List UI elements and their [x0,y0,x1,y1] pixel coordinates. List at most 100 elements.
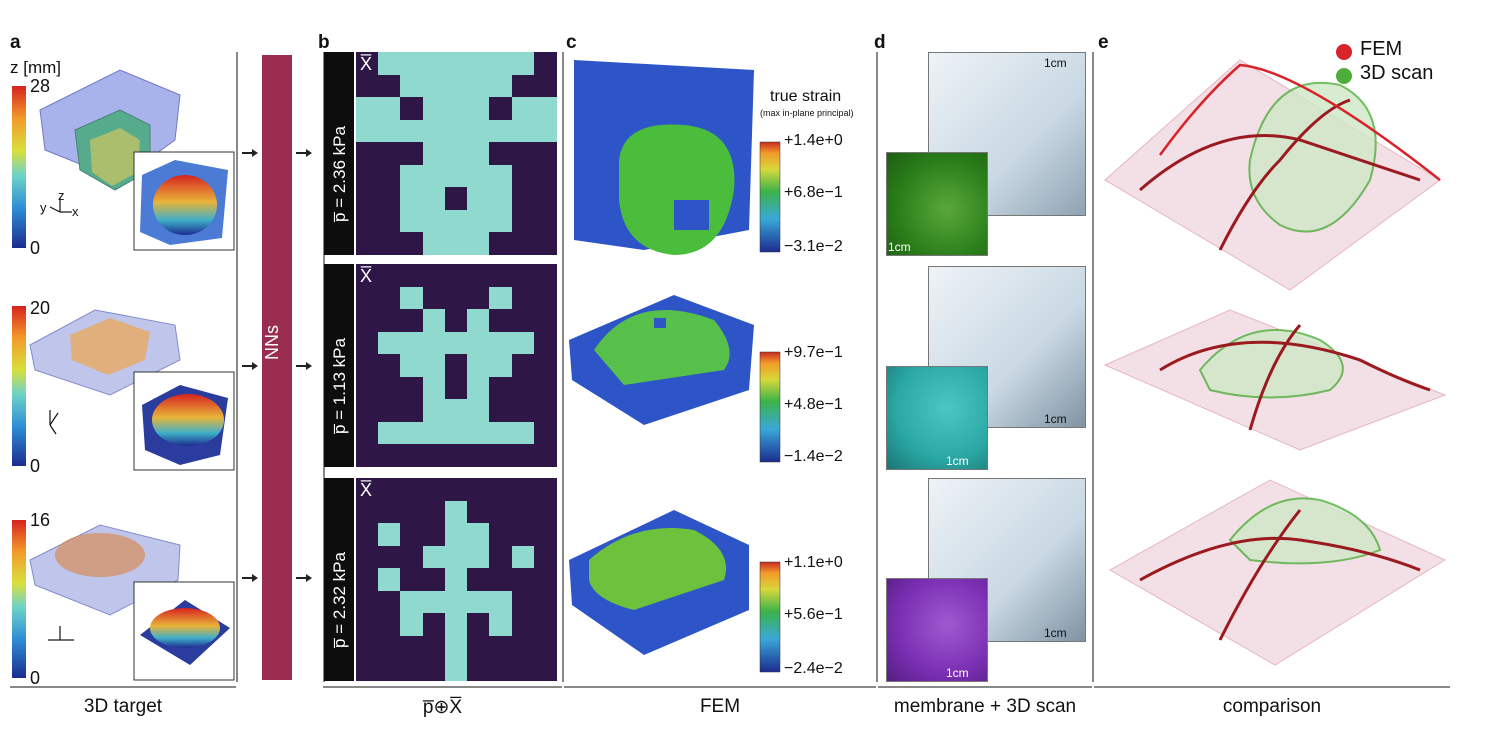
grid-cell [533,399,557,423]
grid-cell [489,52,513,75]
grid-cell [467,635,491,659]
grid-cell [511,421,535,445]
grid-cell [467,613,491,637]
scale-label: 1cm [1044,626,1067,640]
grid-cell [533,52,557,75]
grid-cell [511,354,535,378]
grid-cell [378,568,402,592]
grid-cell [533,635,557,659]
grid-cell [356,523,379,547]
grid-cell [400,309,424,333]
grid-cell [444,164,468,188]
grid-cell [422,142,446,166]
grid-cell [533,478,557,501]
grid-cell [378,478,402,501]
grid-cell [400,97,424,121]
grid-cell [467,309,491,333]
grid-cell [533,376,557,400]
grid-cell [356,478,379,501]
grid-cell [378,309,402,333]
legend-label-fem: FEM [1360,38,1403,60]
strain-tick-1-mid: +6.8e−1 [784,184,843,201]
grid-cell [378,376,402,400]
grid-cell [533,331,557,355]
legend-dot-3d-scan [1336,68,1352,84]
grid-cell [356,613,379,637]
grid-cell [400,545,424,569]
grid-cell [511,478,535,501]
grid-cell [511,376,535,400]
pressure-bar-2 [324,264,354,467]
grid-cell [356,421,379,445]
z-max-1: 28 [30,76,51,96]
grid-cell [444,264,468,287]
grid-cell [489,399,513,423]
caption-membrane-scan: membrane + 3D scan [893,696,1077,717]
grid-cell [444,187,468,211]
grid-cell [422,376,446,400]
z-min-3: 0 [30,668,41,688]
pressure-value-1: p̅ = 2.36 kPa [330,126,349,222]
strain-colorbar-2 [759,351,781,463]
grid-cell [467,232,491,256]
grid-cell [511,658,535,682]
grid-cell [378,399,402,423]
panel-label-a: a [10,32,21,53]
grid-cell [422,500,446,524]
grid-cell [467,590,491,614]
grid-cell [422,309,446,333]
scale-label: 1cm [1044,56,1067,70]
x-bar-label-3: X̅ [360,480,373,500]
grid-cell [533,545,557,569]
grid-cell [467,444,491,468]
scan-render-2 [886,366,988,470]
grid-cell [422,187,446,211]
panel-label-e: e [1098,32,1109,53]
grid-cell [533,209,557,233]
grid-cell [489,74,513,98]
grid-cell [489,444,513,468]
grid-cell [489,209,513,233]
grid-cell [378,97,402,121]
grid-cell [444,421,468,445]
comparison-dome-1 [1248,81,1377,233]
grid-cell [444,142,468,166]
grid-cell [422,545,446,569]
grid-cell [533,232,557,256]
grid-cell [378,74,402,98]
grid-cell [422,523,446,547]
z-max-2: 20 [30,298,51,318]
grid-cell [489,421,513,445]
grid-cell [378,187,402,211]
grid-cell [356,232,379,256]
grid-cell [489,590,513,614]
arrow [242,362,258,369]
strain-colorbar-1 [759,141,781,253]
grid-cell [444,545,468,569]
grid-cell [533,523,557,547]
grid-cell [489,264,513,287]
panel-label-b: b [318,32,330,53]
grid-cell [489,376,513,400]
grid-cell [444,119,468,143]
grid-cell [444,523,468,547]
panel-label-c: c [566,32,577,53]
grid-cell [400,142,424,166]
grid-cell [467,523,491,547]
fem-dome-2 [594,310,730,385]
grid-cell [400,331,424,355]
nn-label: NNs [262,325,282,360]
grid-cell [489,97,513,121]
nn-bar [262,55,292,680]
grid-cell [378,232,402,256]
grid-cell [489,331,513,355]
arrow [242,574,258,581]
grid-cell [511,187,535,211]
grid-cell [489,354,513,378]
grid-cell [467,97,491,121]
grid-cell [467,142,491,166]
grid-cell [444,635,468,659]
grid-cell [422,232,446,256]
strain-tick-2-max: +9.7e−1 [784,344,843,361]
grid-cell [378,444,402,468]
